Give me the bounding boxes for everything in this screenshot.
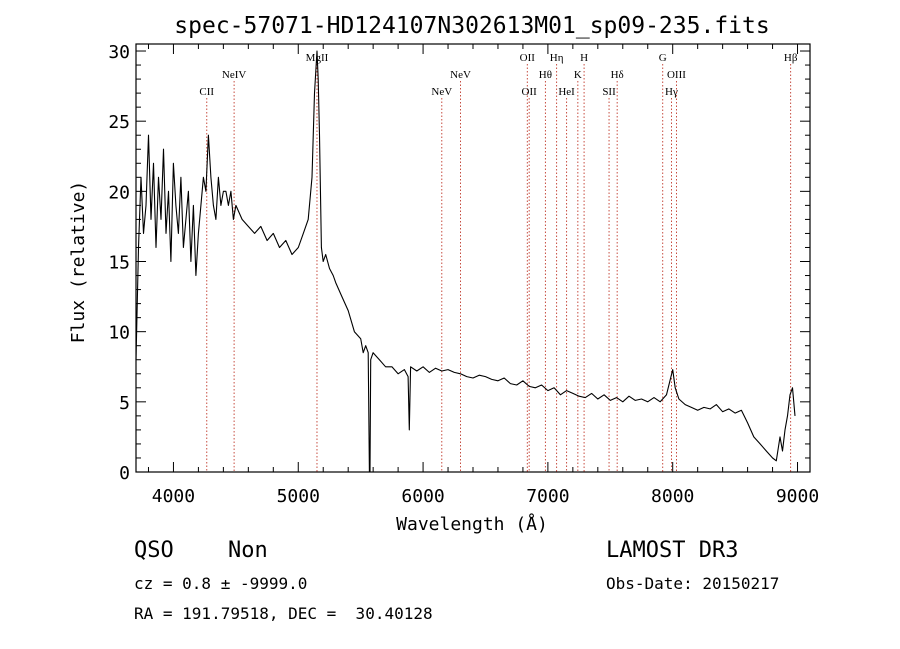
x-tick-label-4000: 4000	[152, 486, 195, 507]
emission-line-markers: CIINeIVMgIINeVNeVOIIOIIHθHηHeIKHSIIHδGHγ…	[199, 52, 798, 472]
y-axis-label: Flux (relative)	[68, 181, 89, 344]
line-label-8: Hη	[550, 52, 564, 64]
y-tick-label-30: 30	[108, 42, 130, 63]
y-tick-label-15: 15	[108, 253, 130, 274]
line-label-9: HeI	[558, 86, 575, 98]
line-label-6: OII	[522, 86, 538, 98]
redshift-cz: cz = 0.8 ± -9999.0	[134, 574, 308, 593]
chart-title: spec-57071-HD124107N302613M01_sp09-235.f…	[174, 13, 769, 39]
x-tick-label-6000: 6000	[401, 486, 444, 507]
x-tick-label-8000: 8000	[651, 486, 694, 507]
spectrum-line	[135, 50, 796, 473]
line-label-4: NeV	[450, 69, 471, 81]
y-tick-label-20: 20	[108, 182, 130, 203]
spectrum-layer	[135, 50, 796, 473]
line-label-11: H	[580, 52, 588, 64]
survey-name: LAMOST DR3	[606, 538, 739, 563]
line-label-14: G	[659, 52, 667, 64]
line-label-17: Hβ	[784, 52, 798, 64]
y-tick-label-0: 0	[119, 463, 130, 484]
object-subclass: Non	[228, 538, 268, 563]
line-label-16: OIII	[667, 69, 686, 81]
axis-ticks: 4000 5000 6000 7000 8000 9000 0 5 10 15 20 25 30	[108, 42, 819, 507]
y-tick-label-5: 5	[119, 393, 130, 414]
line-label-15: Hγ	[665, 86, 678, 98]
line-label-10: K	[574, 69, 582, 81]
observation-date: Obs-Date: 20150217	[606, 574, 780, 593]
line-label-12: SII	[602, 86, 616, 98]
y-tick-label-25: 25	[108, 112, 130, 133]
line-label-13: Hδ	[611, 69, 624, 81]
ra-dec: RA = 191.79518, DEC = 30.40128	[134, 604, 433, 623]
y-tick-label-10: 10	[108, 323, 130, 344]
x-tick-label-7000: 7000	[526, 486, 569, 507]
x-tick-label-9000: 9000	[776, 486, 819, 507]
line-label-5: OII	[520, 52, 536, 64]
line-label-0: CII	[199, 86, 214, 98]
spectrum-chart: spec-57071-HD124107N302613M01_sp09-235.f…	[68, 13, 819, 535]
line-label-3: NeV	[431, 86, 452, 98]
plot-frame	[135, 43, 811, 473]
x-tick-label-5000: 5000	[277, 486, 320, 507]
plot-axes	[135, 43, 811, 473]
object-class: QSO	[134, 538, 174, 563]
line-label-7: Hθ	[539, 69, 552, 81]
line-label-1: NeIV	[222, 69, 246, 81]
x-axis-label: Wavelength (Å)	[396, 513, 548, 535]
